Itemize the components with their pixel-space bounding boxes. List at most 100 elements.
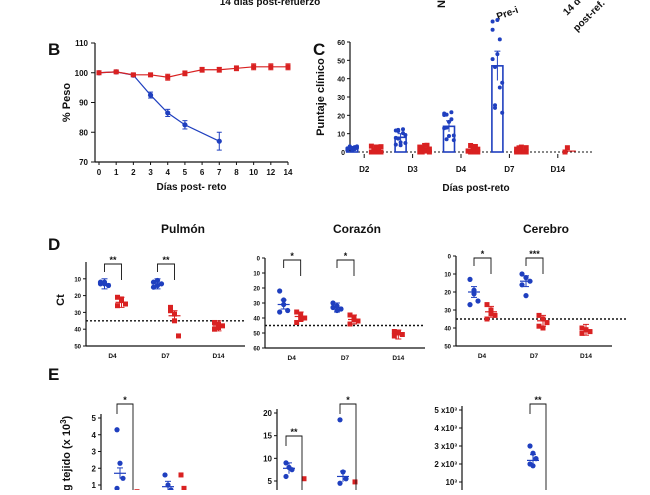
data-point-red <box>285 64 291 70</box>
x-tick-label: D7 <box>161 353 170 360</box>
panel-title: Corazón <box>333 222 381 236</box>
x-tick-label: 2 <box>131 168 136 177</box>
data-point-blue <box>500 80 505 85</box>
data-point-blue <box>165 110 171 116</box>
x-tick-label: 1 <box>114 168 119 177</box>
significance-marker: * <box>290 251 294 261</box>
data-point-blue <box>162 472 168 478</box>
data-point-red <box>216 67 222 73</box>
data-point-blue <box>523 293 529 299</box>
significance-bracket <box>525 257 544 274</box>
x-tick-label: 4 <box>166 168 171 177</box>
x-tick-label: 6 <box>200 168 205 177</box>
data-point-blue <box>337 480 343 486</box>
data-point-red <box>302 315 308 321</box>
data-point-red <box>294 309 300 315</box>
x-tick-label: D7 <box>341 355 350 362</box>
y-tick-label: 30 <box>444 309 451 315</box>
data-point-red <box>419 145 425 151</box>
data-point-blue <box>343 476 349 482</box>
data-point-red <box>176 333 181 339</box>
x-tick-label: D14 <box>580 353 592 360</box>
y-tick-label: 40 <box>74 328 81 334</box>
data-point-blue <box>442 126 447 131</box>
significance-bracket <box>285 435 303 490</box>
data-point-red <box>540 325 546 331</box>
y-tick-label: 4 x10³ <box>434 424 457 433</box>
x-tick-label: 8 <box>234 168 239 177</box>
y-tick-label: 30 <box>74 311 81 317</box>
data-point-blue <box>398 140 403 145</box>
x-tick-label: D7 <box>530 353 539 360</box>
data-point-red <box>212 319 217 325</box>
data-point-red <box>115 303 120 309</box>
data-point-blue <box>490 19 495 24</box>
data-point-blue <box>393 142 398 147</box>
data-point-red <box>168 308 173 314</box>
significance-marker: ** <box>109 255 117 265</box>
panel-letter-b: B <box>48 40 60 59</box>
data-point-blue <box>330 300 336 306</box>
x-tick-label: 12 <box>266 168 275 177</box>
y-tick-label: 4 <box>92 431 97 440</box>
y-tick-label: 3 x10³ <box>434 442 457 451</box>
panel-e-chart-3: 5 x10³ 4 x10³ 3 x10³ 2 x10³ 10³ ** <box>434 395 547 490</box>
data-point-blue <box>216 138 222 144</box>
y-tick-label: 40 <box>253 317 260 323</box>
data-point-red <box>484 302 490 308</box>
data-point-blue <box>398 143 403 148</box>
y-axis-label: Puntaje clínico <box>315 58 327 136</box>
data-point-red <box>251 64 257 70</box>
y-tick-label: 5 <box>268 477 273 486</box>
data-point-red <box>233 65 239 71</box>
data-point-blue <box>393 135 398 140</box>
panel-title: Pulmón <box>161 222 205 236</box>
data-point-red <box>579 325 585 331</box>
data-point-red <box>368 143 374 149</box>
significance-bracket <box>473 257 492 274</box>
x-tick-label: 10 <box>249 168 258 177</box>
data-point-blue <box>114 427 120 433</box>
x-tick-label: D3 <box>407 165 418 174</box>
data-point-blue <box>337 417 343 423</box>
data-point-red <box>544 320 550 326</box>
y-tick-label: 2 <box>92 464 97 473</box>
data-point-red <box>148 72 154 78</box>
panel-d-pulmon-chart: Pulmón 10 20 30 40 50 D4 D7 D14 ** ** Ct <box>55 222 245 360</box>
data-point-blue <box>355 144 359 149</box>
panel-d-corazon-chart: Corazón 0 10 20 30 40 50 60 D4 D7 D14 * * <box>253 222 425 362</box>
data-point-red <box>130 72 136 78</box>
panel-letter-e: E <box>48 365 59 384</box>
data-point-red <box>536 323 542 329</box>
x-tick-label: D4 <box>478 353 487 360</box>
data-point-blue <box>277 288 283 294</box>
data-point-red <box>536 312 542 318</box>
data-point-red <box>376 145 382 151</box>
data-point-red <box>516 145 522 151</box>
significance-marker: * <box>344 251 348 261</box>
y-tick-label: 0 <box>448 255 452 261</box>
data-point-red <box>523 145 529 151</box>
data-point-red <box>470 145 476 151</box>
data-point-red <box>301 476 307 482</box>
data-point-blue <box>500 110 505 115</box>
x-tick-label: D2 <box>359 165 370 174</box>
data-point-blue <box>277 309 283 315</box>
y-tick-label: 2 x10³ <box>434 460 457 469</box>
significance-bracket <box>116 403 134 490</box>
data-point-blue <box>444 112 449 117</box>
data-point-red <box>294 320 300 325</box>
data-point-blue <box>493 65 497 70</box>
y-tick-label: 20 <box>444 291 451 297</box>
significance-marker: * <box>346 395 350 405</box>
y-tick-label: 80 <box>79 128 88 137</box>
data-point-red <box>115 294 120 300</box>
data-point-blue <box>401 127 405 132</box>
data-point-red <box>182 70 188 76</box>
data-point-red <box>168 304 173 310</box>
data-point-red <box>113 69 119 75</box>
data-point-blue <box>495 17 500 22</box>
data-point-red <box>165 74 171 80</box>
